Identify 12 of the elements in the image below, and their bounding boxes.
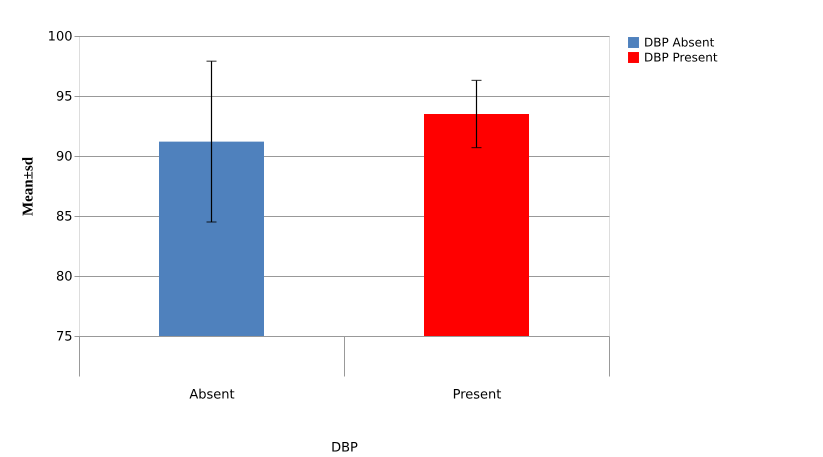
y-tick-label: 75 — [56, 330, 72, 344]
legend-label: DBP Present — [644, 50, 718, 64]
y-tick-label: 95 — [56, 90, 72, 104]
y-axis-title: Mean±sd — [20, 156, 37, 216]
x-tick-label: Present — [452, 388, 502, 402]
legend-label: DBP Absent — [644, 36, 715, 50]
y-tick-label: 100 — [48, 30, 72, 44]
x-axis-title: DBP — [331, 440, 358, 456]
y-tick-label: 85 — [56, 210, 72, 224]
x-tick-label: Absent — [189, 388, 235, 402]
y-tick-label: 80 — [56, 270, 72, 284]
y-tick-label: 90 — [56, 150, 72, 164]
